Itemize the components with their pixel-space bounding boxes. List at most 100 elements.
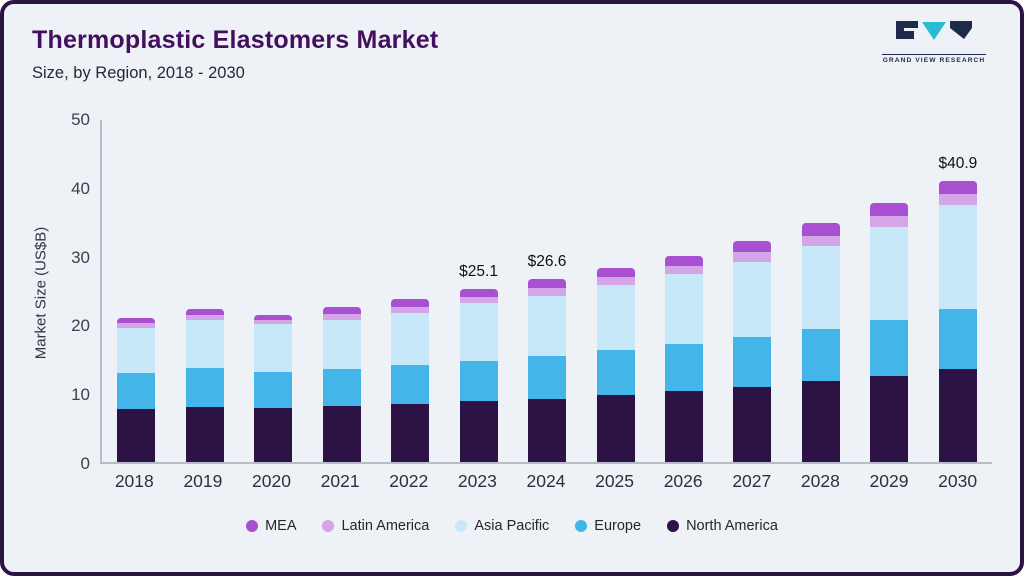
segment-asia-pacific <box>391 312 430 366</box>
segment-europe <box>391 365 430 404</box>
segment-asia-pacific <box>117 327 156 373</box>
x-axis-label: 2019 <box>183 471 223 491</box>
legend-item-asia-pacific: Asia Pacific <box>455 518 549 534</box>
logo-divider <box>882 54 986 55</box>
value-label: $25.1 <box>459 263 498 281</box>
segment-asia-pacific <box>801 246 840 329</box>
y-axis-tick-label: 50 <box>71 110 90 129</box>
segment-latin-america <box>185 315 224 321</box>
legend-label: North America <box>686 518 778 534</box>
segment-north-america <box>185 406 224 462</box>
segment-europe <box>185 368 224 407</box>
legend-item-latin-america: Latin America <box>322 518 429 534</box>
legend-item-mea: MEA <box>246 518 296 534</box>
segment-latin-america <box>254 320 293 325</box>
legend-item-europe: Europe <box>575 518 641 534</box>
bar-2022 <box>391 120 430 462</box>
bar-slot: $40.9 <box>924 120 992 462</box>
segment-latin-america <box>322 314 361 320</box>
x-axis-label: 2029 <box>869 471 909 491</box>
segment-asia-pacific <box>254 324 293 372</box>
y-axis-tick-label: 30 <box>71 247 90 267</box>
legend-label: Europe <box>594 518 642 534</box>
legend-label: Asia Pacific <box>474 518 550 534</box>
x-axis-label: 2022 <box>389 471 429 491</box>
segment-latin-america <box>801 235 840 246</box>
segment-latin-america <box>870 216 909 228</box>
bar-2027 <box>733 120 772 462</box>
segment-latin-america <box>596 276 635 285</box>
segment-north-america <box>459 401 498 462</box>
segment-north-america <box>938 369 977 462</box>
segment-mea <box>870 203 909 217</box>
segment-north-america <box>733 387 772 462</box>
segment-mea <box>254 314 293 321</box>
bar-2021 <box>322 120 361 462</box>
segment-asia-pacific <box>938 205 977 309</box>
segment-latin-america <box>938 193 977 206</box>
bar-slot <box>102 120 170 462</box>
segment-north-america <box>528 398 567 462</box>
bar-slot <box>787 120 855 462</box>
bar-2025 <box>596 120 635 462</box>
legend-label: MEA <box>265 518 297 534</box>
plot-area: $25.1 $26.6 $40.9 <box>100 120 992 464</box>
segment-asia-pacific <box>664 274 703 345</box>
bar-slot <box>581 120 649 462</box>
bar-2020 <box>254 120 293 462</box>
segment-asia-pacific <box>459 303 498 361</box>
logo-text: GRAND VIEW RESEARCH <box>882 57 986 64</box>
value-label: $26.6 <box>527 253 567 270</box>
segment-europe <box>254 371 293 409</box>
value-label: $40.9 <box>938 154 978 172</box>
x-axis-label: 2028 <box>800 471 840 491</box>
y-axis-ticks: 0 10 20 30 40 50 <box>40 110 90 473</box>
segment-mea <box>664 255 703 266</box>
x-axis-label: 2027 <box>732 471 772 491</box>
y-axis-tick-label: 20 <box>71 316 90 336</box>
bar-2024: $26.6 <box>528 120 566 462</box>
legend-item-north-america: North America <box>667 518 778 534</box>
segment-latin-america <box>391 306 430 313</box>
segment-europe <box>528 356 567 399</box>
segment-asia-pacific <box>322 319 361 370</box>
segment-europe <box>596 349 635 395</box>
x-axis-label: 2030 <box>938 471 978 491</box>
x-axis-label: 2018 <box>114 471 154 491</box>
segment-latin-america <box>459 296 498 304</box>
segment-mea <box>117 317 156 324</box>
segment-north-america <box>117 409 156 462</box>
page-subtitle: Size, by Region, 2018 - 2030 <box>32 64 245 82</box>
bar-slot <box>650 120 718 462</box>
segment-mea <box>459 289 498 297</box>
bar-slot <box>307 120 375 462</box>
segment-latin-america <box>117 323 156 328</box>
legend-label: Latin America <box>341 518 430 534</box>
segment-asia-pacific <box>733 261 772 338</box>
x-axis-label: 2023 <box>457 471 497 491</box>
segment-europe <box>459 360 498 402</box>
x-axis-label: 2024 <box>526 471 566 491</box>
bar-slot <box>376 120 444 462</box>
segment-asia-pacific <box>528 295 567 357</box>
segment-mea <box>733 240 772 253</box>
segment-europe <box>733 337 772 388</box>
segment-mea <box>596 268 635 277</box>
segment-latin-america <box>733 252 772 262</box>
segment-asia-pacific <box>870 227 909 320</box>
legend-swatch-icon <box>322 520 335 532</box>
segment-north-america <box>801 380 840 462</box>
segment-mea <box>528 279 567 288</box>
x-axis-label: 2020 <box>252 471 291 491</box>
segment-north-america <box>322 406 361 462</box>
page-title: Thermoplastic Elastomers Market <box>32 26 439 54</box>
gvr-logo-icon <box>896 21 972 40</box>
segment-europe <box>938 308 977 370</box>
x-axis-label: 2021 <box>320 471 360 491</box>
bar-2023: $25.1 <box>459 120 498 462</box>
grand-view-research-logo: GRAND VIEW RESEARCH <box>882 20 986 64</box>
bar-slot <box>239 120 307 462</box>
bar-2026 <box>664 120 703 462</box>
bar-2018 <box>117 120 156 462</box>
